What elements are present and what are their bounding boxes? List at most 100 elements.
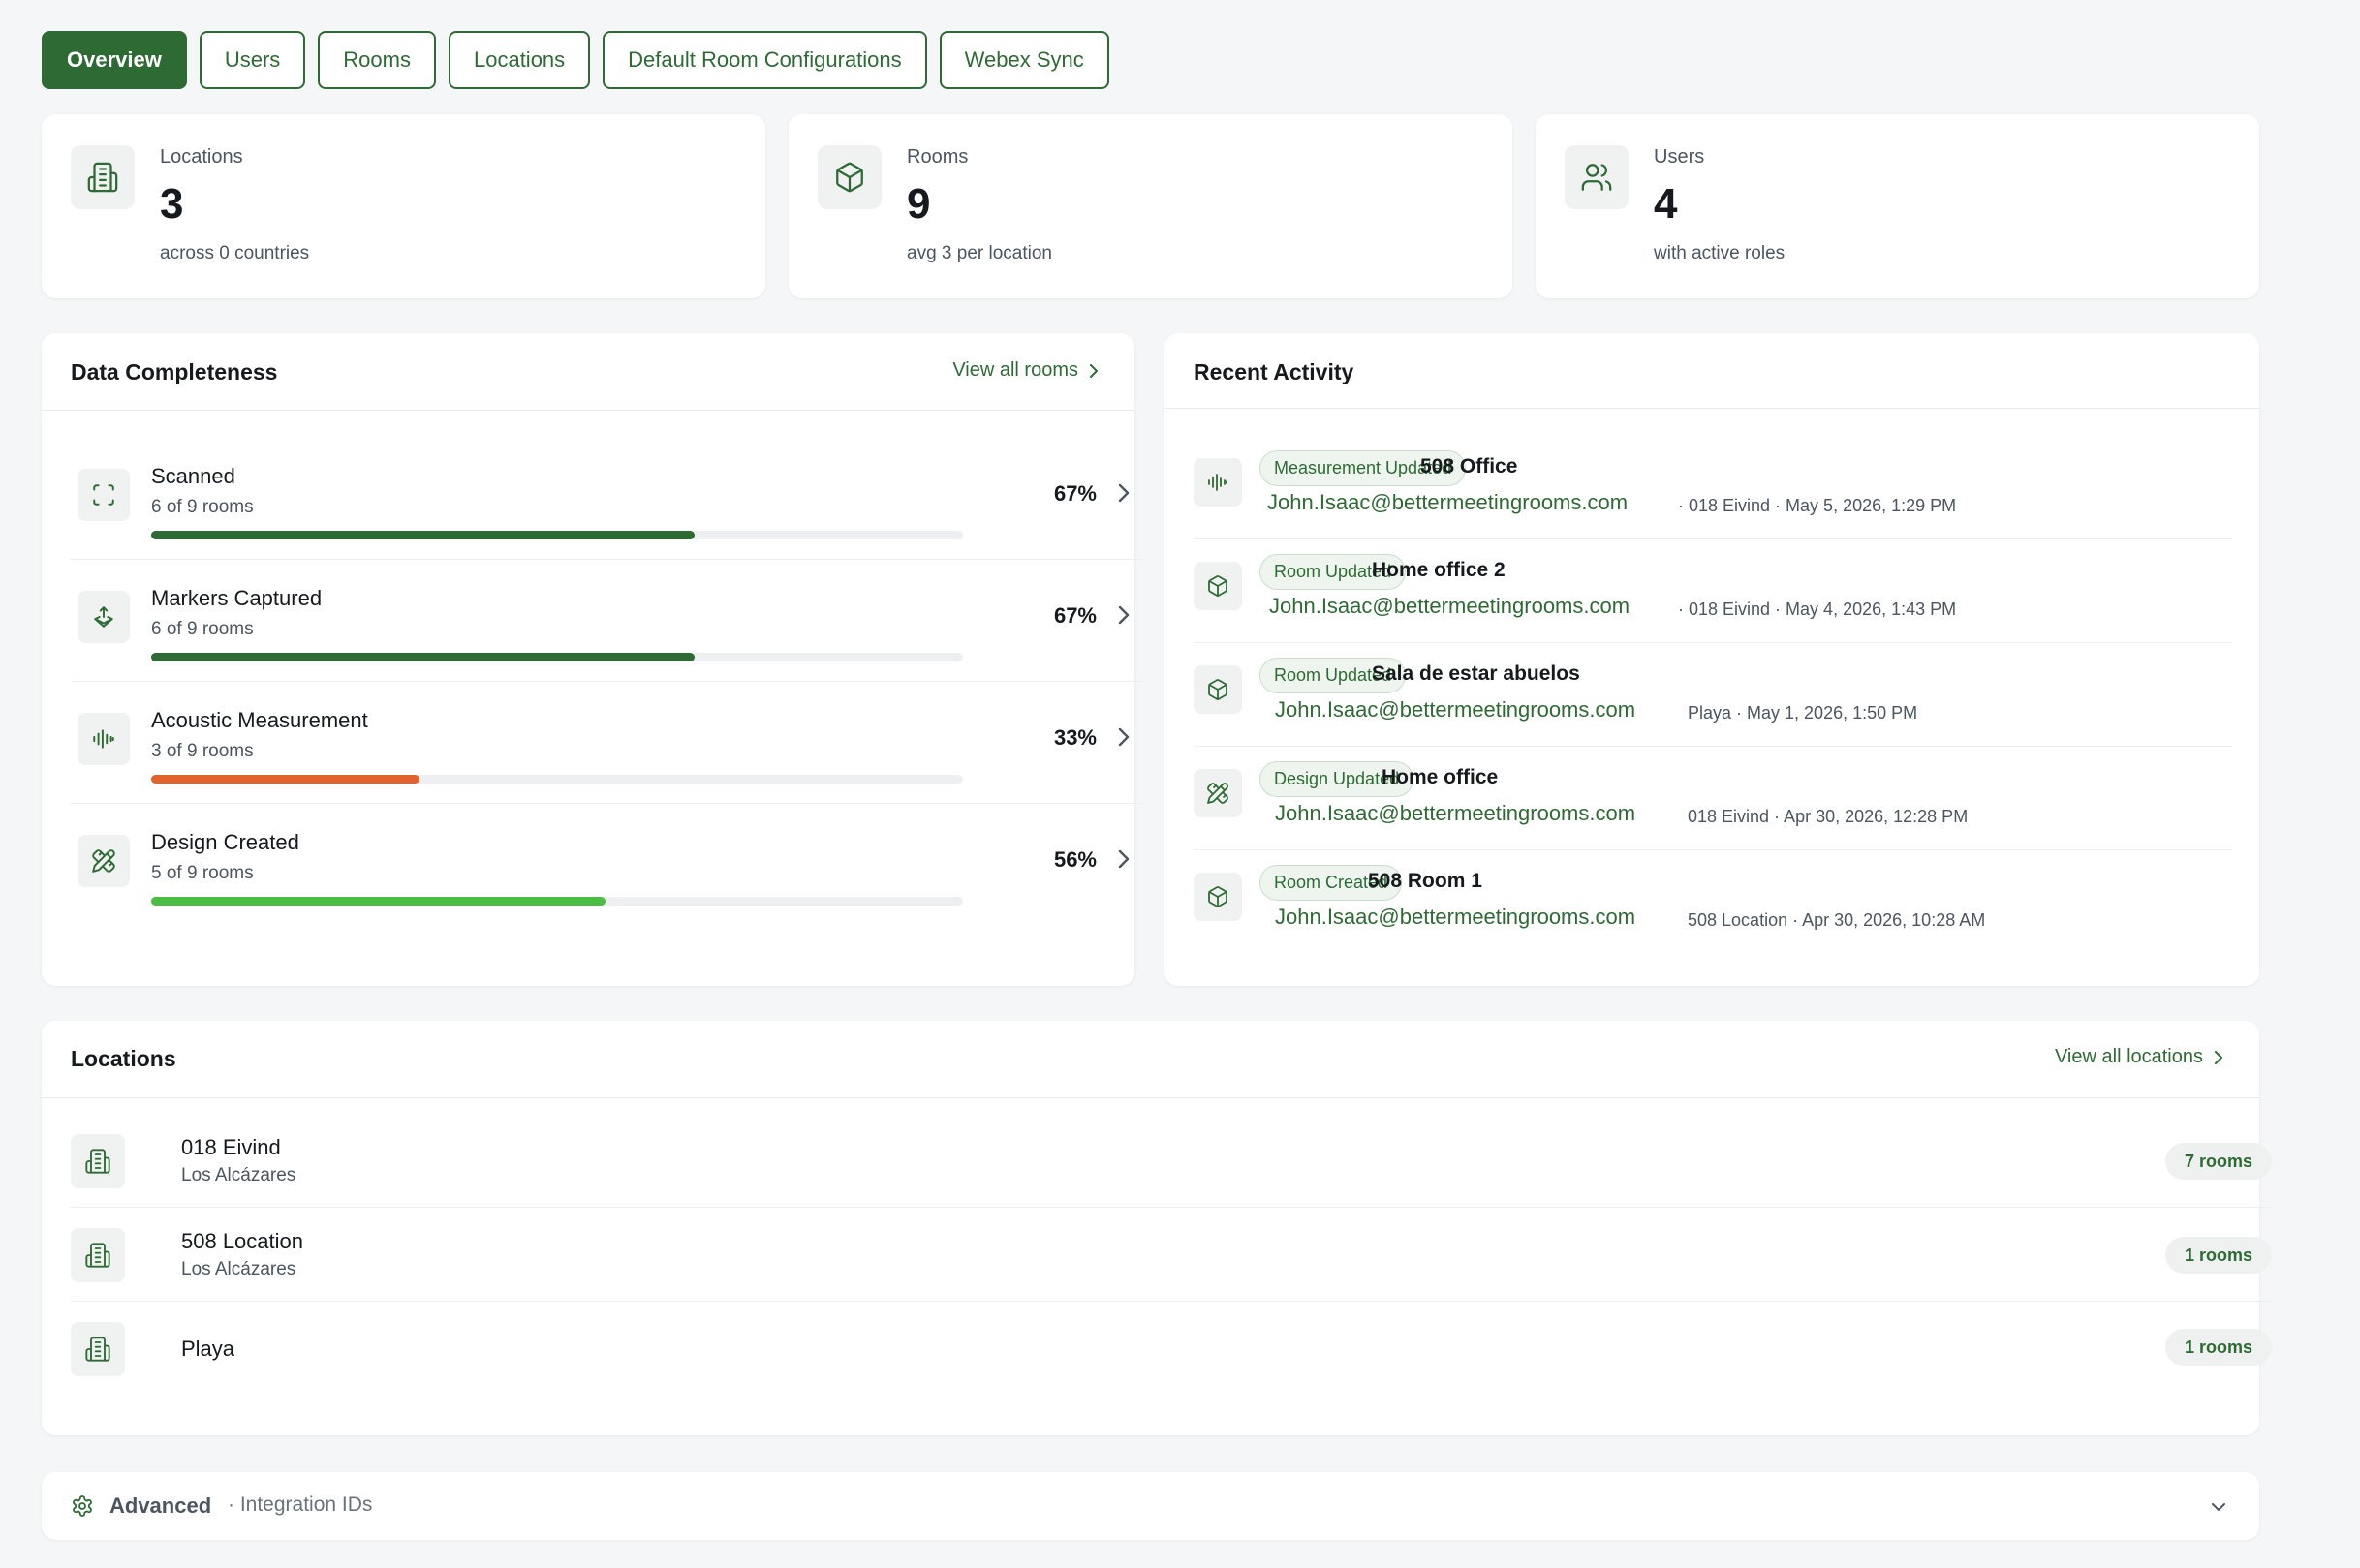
tab-default-room-configurations[interactable]: Default Room Configurations: [603, 31, 927, 89]
chevron-right-icon: [1088, 362, 1100, 380]
activity-user-link[interactable]: John.Isaac@bettermeetingrooms.com: [1275, 905, 1636, 929]
activity-item[interactable]: Room Updated Home office 2 John.Isaac@be…: [1194, 539, 2232, 643]
building-icon: [71, 1322, 125, 1376]
activity-type-badge: Design Updated: [1259, 761, 1414, 797]
stat-value: 3: [160, 180, 184, 228]
chevron-right-icon: [1116, 602, 1132, 628]
activity-title: Home office 2: [1372, 559, 1506, 581]
progress-track: [151, 897, 963, 906]
activity-item[interactable]: Room Created 508 Room 1 John.Isaac@bette…: [1194, 850, 2232, 954]
room-count-badge: 7 rooms: [2164, 1143, 2272, 1180]
completeness-percent: 67%: [1053, 481, 1097, 506]
progress-track: [151, 531, 963, 539]
users-icon: [1565, 145, 1629, 209]
activity-meta: Playa · May 1, 2026, 1:50 PM: [1688, 703, 1918, 723]
activity-item[interactable]: Measurement Updated 508 Office John.Isaa…: [1194, 436, 2232, 539]
chevron-down-icon: [2209, 1497, 2228, 1517]
location-city: Los Alcázares: [181, 1165, 296, 1185]
activity-user-link[interactable]: John.Isaac@bettermeetingrooms.com: [1275, 801, 1636, 825]
location-name: 508 Location: [181, 1229, 303, 1253]
recent-activity-panel: Recent Activity Measurement Updated 508 …: [1164, 333, 2259, 986]
completeness-count: 5 of 9 rooms: [151, 863, 254, 883]
completeness-percent: 67%: [1053, 603, 1097, 628]
activity-type-badge: Room Created: [1259, 865, 1403, 901]
activity-meta: · 018 Eivind · May 4, 2026, 1:43 PM: [1678, 600, 1957, 619]
marker-icon: [78, 591, 130, 643]
location-name: 018 Eivind: [181, 1135, 281, 1159]
building-icon: [71, 1228, 125, 1282]
advanced-sublabel: · Integration IDs: [228, 1493, 373, 1516]
activity-type-badge: Room Updated: [1259, 554, 1407, 590]
cube-icon: [1194, 562, 1242, 610]
tab-users[interactable]: Users: [199, 31, 306, 89]
chevron-right-icon: [1116, 480, 1132, 506]
stat-subtext: with active roles: [1654, 243, 1786, 263]
cube-icon: [1194, 873, 1242, 921]
completeness-label: Markers Captured: [151, 586, 323, 610]
activity-user-link[interactable]: John.Isaac@bettermeetingrooms.com: [1275, 697, 1636, 722]
view-all-rooms-link[interactable]: View all rooms: [952, 359, 1100, 382]
view-all-locations-link[interactable]: View all locations: [2055, 1046, 2224, 1068]
progress-fill: [151, 531, 696, 539]
completeness-label: Acoustic Measurement: [151, 708, 368, 732]
completeness-row-scanned[interactable]: Scanned 6 of 9 rooms 67%: [71, 438, 1143, 560]
cube-icon: [1194, 665, 1242, 714]
location-name: Playa: [181, 1337, 235, 1361]
stat-card-users: Users 4 with active roles: [1536, 114, 2259, 298]
location-row[interactable]: 508 Location Los Alcázares 1 rooms: [71, 1208, 2272, 1302]
building-icon: [71, 1134, 125, 1188]
activity-type-badge: Room Updated: [1259, 658, 1407, 693]
completeness-row-markers-captured[interactable]: Markers Captured 6 of 9 rooms 67%: [71, 560, 1143, 682]
activity-user-link[interactable]: John.Isaac@bettermeetingrooms.com: [1267, 490, 1629, 514]
stat-card-locations: Locations 3 across 0 countries: [42, 114, 765, 298]
completeness-label: Design Created: [151, 830, 299, 854]
activity-meta: 508 Location · Apr 30, 2026, 10:28 AM: [1688, 910, 1986, 930]
building-icon: [71, 145, 135, 209]
chevron-right-icon: [1116, 846, 1132, 872]
design-icon: [78, 835, 130, 887]
design-icon: [1194, 769, 1242, 817]
activity-title: 508 Room 1: [1368, 870, 1482, 892]
activity-user-link[interactable]: John.Isaac@bettermeetingrooms.com: [1269, 594, 1630, 618]
activity-meta: · 018 Eivind · May 5, 2026, 1:29 PM: [1678, 496, 1957, 515]
panel-title: Recent Activity: [1194, 359, 1354, 384]
activity-title: Home office: [1382, 766, 1499, 788]
panel-title: Data Completeness: [71, 359, 278, 384]
completeness-count: 3 of 9 rooms: [151, 741, 254, 761]
chevron-right-icon: [2213, 1049, 2224, 1066]
advanced-section-toggle[interactable]: Advanced · Integration IDs: [42, 1472, 2259, 1540]
scan-icon: [78, 469, 130, 521]
progress-fill: [151, 653, 696, 661]
room-count-badge: 1 rooms: [2164, 1329, 2272, 1366]
stat-card-rooms: Rooms 9 avg 3 per location: [789, 114, 1512, 298]
activity-item[interactable]: Design Updated Home office John.Isaac@be…: [1194, 747, 2232, 850]
progress-fill: [151, 897, 606, 906]
tab-locations[interactable]: Locations: [448, 31, 591, 89]
location-row[interactable]: Playa 1 rooms: [71, 1302, 2272, 1396]
stat-label: Users: [1654, 146, 1705, 168]
activity-item[interactable]: Room Updated Sala de estar abuelos John.…: [1194, 643, 2232, 747]
advanced-label: Advanced: [109, 1493, 212, 1518]
chevron-right-icon: [1116, 724, 1132, 750]
stat-value: 4: [1654, 180, 1678, 228]
completeness-row-acoustic-measurement[interactable]: Acoustic Measurement 3 of 9 rooms 33%: [71, 682, 1143, 804]
tab-overview[interactable]: Overview: [42, 31, 187, 89]
waveform-icon: [78, 713, 130, 765]
tab-bar: Overview Users Rooms Locations Default R…: [42, 31, 1109, 89]
completeness-percent: 56%: [1053, 847, 1097, 872]
room-count-badge: 1 rooms: [2164, 1237, 2272, 1274]
completeness-percent: 33%: [1053, 725, 1097, 750]
link-label: View all locations: [2054, 1046, 2203, 1067]
completeness-count: 6 of 9 rooms: [151, 619, 254, 639]
progress-track: [151, 653, 963, 661]
location-city: Los Alcázares: [181, 1259, 296, 1279]
stat-subtext: across 0 countries: [160, 243, 310, 263]
panel-title: Locations: [71, 1046, 176, 1071]
completeness-row-design-created[interactable]: Design Created 5 of 9 rooms 56%: [71, 804, 1143, 926]
location-row[interactable]: 018 Eivind Los Alcázares 7 rooms: [71, 1114, 2272, 1208]
stat-label: Locations: [160, 146, 243, 168]
tab-webex-sync[interactable]: Webex Sync: [939, 31, 1109, 89]
tab-rooms[interactable]: Rooms: [318, 31, 436, 89]
completeness-count: 6 of 9 rooms: [151, 497, 254, 517]
stat-label: Rooms: [907, 146, 969, 168]
